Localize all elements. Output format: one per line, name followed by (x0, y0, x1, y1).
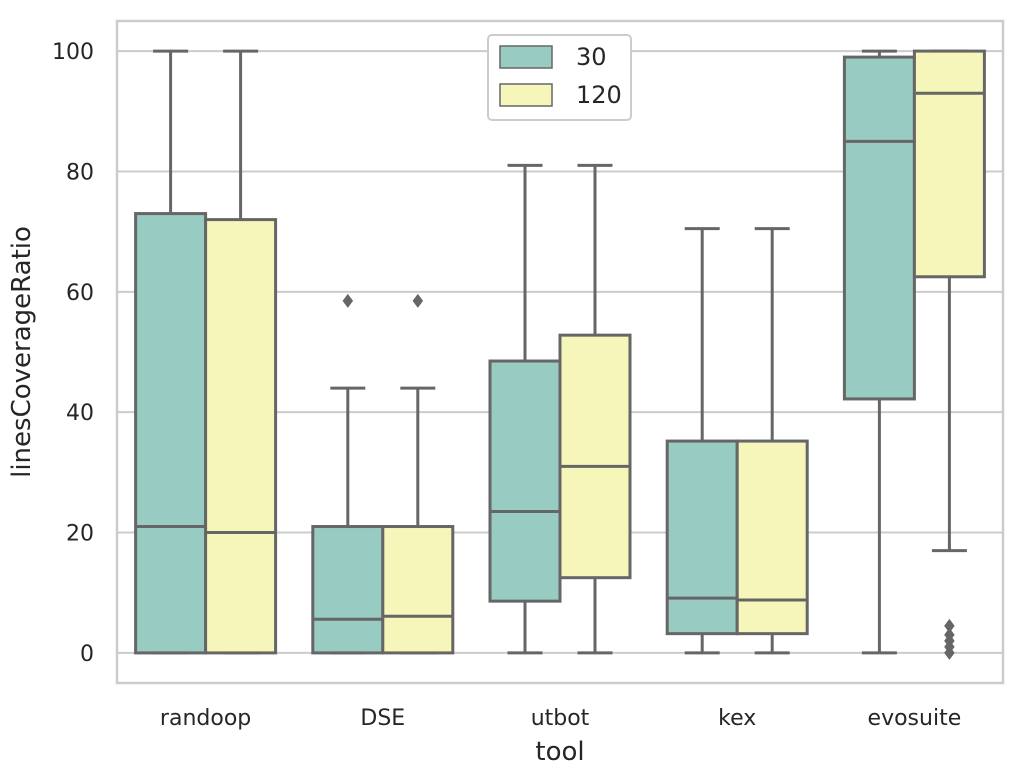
y-tick-label-0: 0 (80, 642, 94, 667)
box-DSE-30 (311, 293, 385, 655)
x-tick-label-kex: kex (718, 706, 756, 731)
box-iqr (735, 439, 809, 636)
box-randoop-30 (134, 49, 208, 655)
x-axis-label: tool (535, 737, 584, 767)
plot-area-frame (115, 19, 1005, 685)
outlier-point-0 (342, 293, 354, 308)
box-evosuite-120 (912, 49, 986, 660)
box-utbot-120 (558, 163, 632, 655)
outlier-point-3 (944, 627, 955, 642)
box-iqr (204, 218, 278, 655)
boxes (134, 49, 986, 660)
box-iqr (134, 212, 208, 655)
box-evosuite-30 (842, 49, 916, 655)
outlier-point-4 (944, 618, 955, 633)
y-tick-label-80: 80 (66, 160, 94, 185)
legend-swatch-120 (499, 83, 553, 107)
x-tick-labels: randoop DSE utbot kex evosuite (160, 706, 961, 731)
box-randoop-120 (204, 49, 278, 655)
box-kex-120 (735, 227, 809, 655)
x-tick-label-utbot: utbot (531, 706, 590, 731)
box-iqr (488, 359, 562, 603)
x-tick-label-DSE: DSE (360, 706, 405, 731)
box-iqr (381, 525, 455, 655)
y-axis-label: linesCoverageRatio (7, 226, 37, 478)
x-tick-label-randoop: randoop (160, 706, 251, 731)
box-iqr (665, 439, 739, 636)
y-tick-label-40: 40 (66, 401, 94, 426)
box-iqr (842, 55, 916, 401)
y-tick-label-100: 100 (52, 40, 94, 65)
box-kex-30 (665, 227, 739, 655)
legend-label-120: 120 (576, 81, 622, 109)
y-tick-labels: 0 20 40 60 80 100 (52, 40, 94, 667)
x-tick-label-evosuite: evosuite (868, 706, 962, 731)
y-tick-label-60: 60 (66, 281, 94, 306)
box-DSE-120 (381, 293, 455, 655)
box-iqr (558, 333, 632, 580)
legend-swatch-30 (499, 45, 553, 69)
box-iqr (311, 525, 385, 655)
outlier-point-0 (412, 293, 424, 308)
box-utbot-30 (488, 163, 562, 655)
legend-label-30: 30 (576, 43, 607, 71)
legend: 30 120 (487, 34, 632, 121)
box-iqr (912, 49, 986, 279)
y-tick-label-20: 20 (66, 522, 94, 547)
